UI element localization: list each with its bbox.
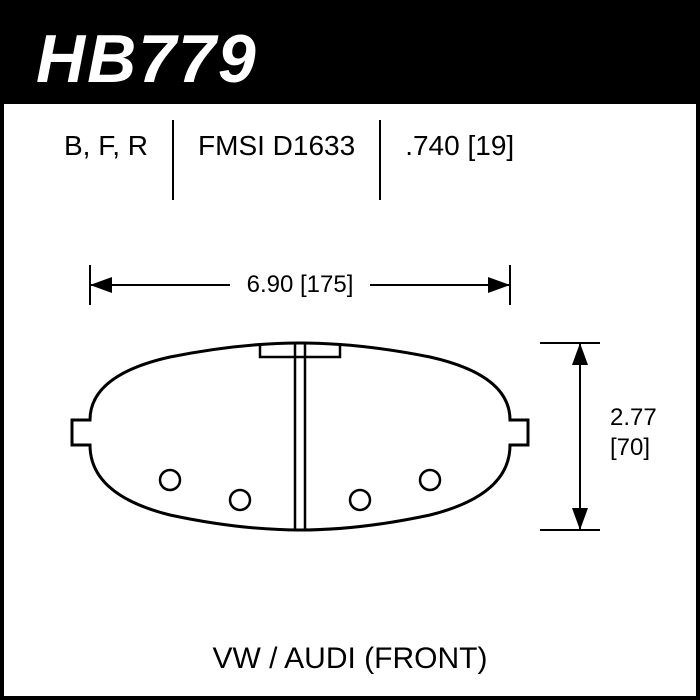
brake-pad-shape bbox=[72, 343, 528, 530]
footer-application: VW / AUDI (FRONT) bbox=[0, 642, 700, 676]
spec-row: B, F, R FMSI D1633 .740 [19] bbox=[40, 120, 660, 220]
height-mm: [70] bbox=[610, 434, 650, 461]
spec-thickness: .740 [19] bbox=[381, 120, 538, 200]
part-header: HB779 bbox=[0, 14, 700, 104]
width-mm: [175] bbox=[300, 271, 353, 298]
diagram-area: 6.90 [175] 2.77 [70] bbox=[0, 230, 700, 660]
spec-fmsi: FMSI D1633 bbox=[174, 120, 381, 200]
width-dimension: 6.90 [175] bbox=[90, 265, 510, 305]
width-inches: 6.90 bbox=[247, 271, 294, 298]
spec-compounds: B, F, R bbox=[40, 120, 174, 200]
part-number: HB779 bbox=[36, 20, 258, 98]
brake-pad-diagram: 6.90 [175] 2.77 [70] bbox=[0, 230, 700, 660]
height-inches: 2.77 bbox=[610, 404, 657, 431]
svg-text:6.90 [175]: 6.90 [175] bbox=[247, 271, 354, 298]
height-dimension: 2.77 [70] bbox=[540, 343, 657, 530]
